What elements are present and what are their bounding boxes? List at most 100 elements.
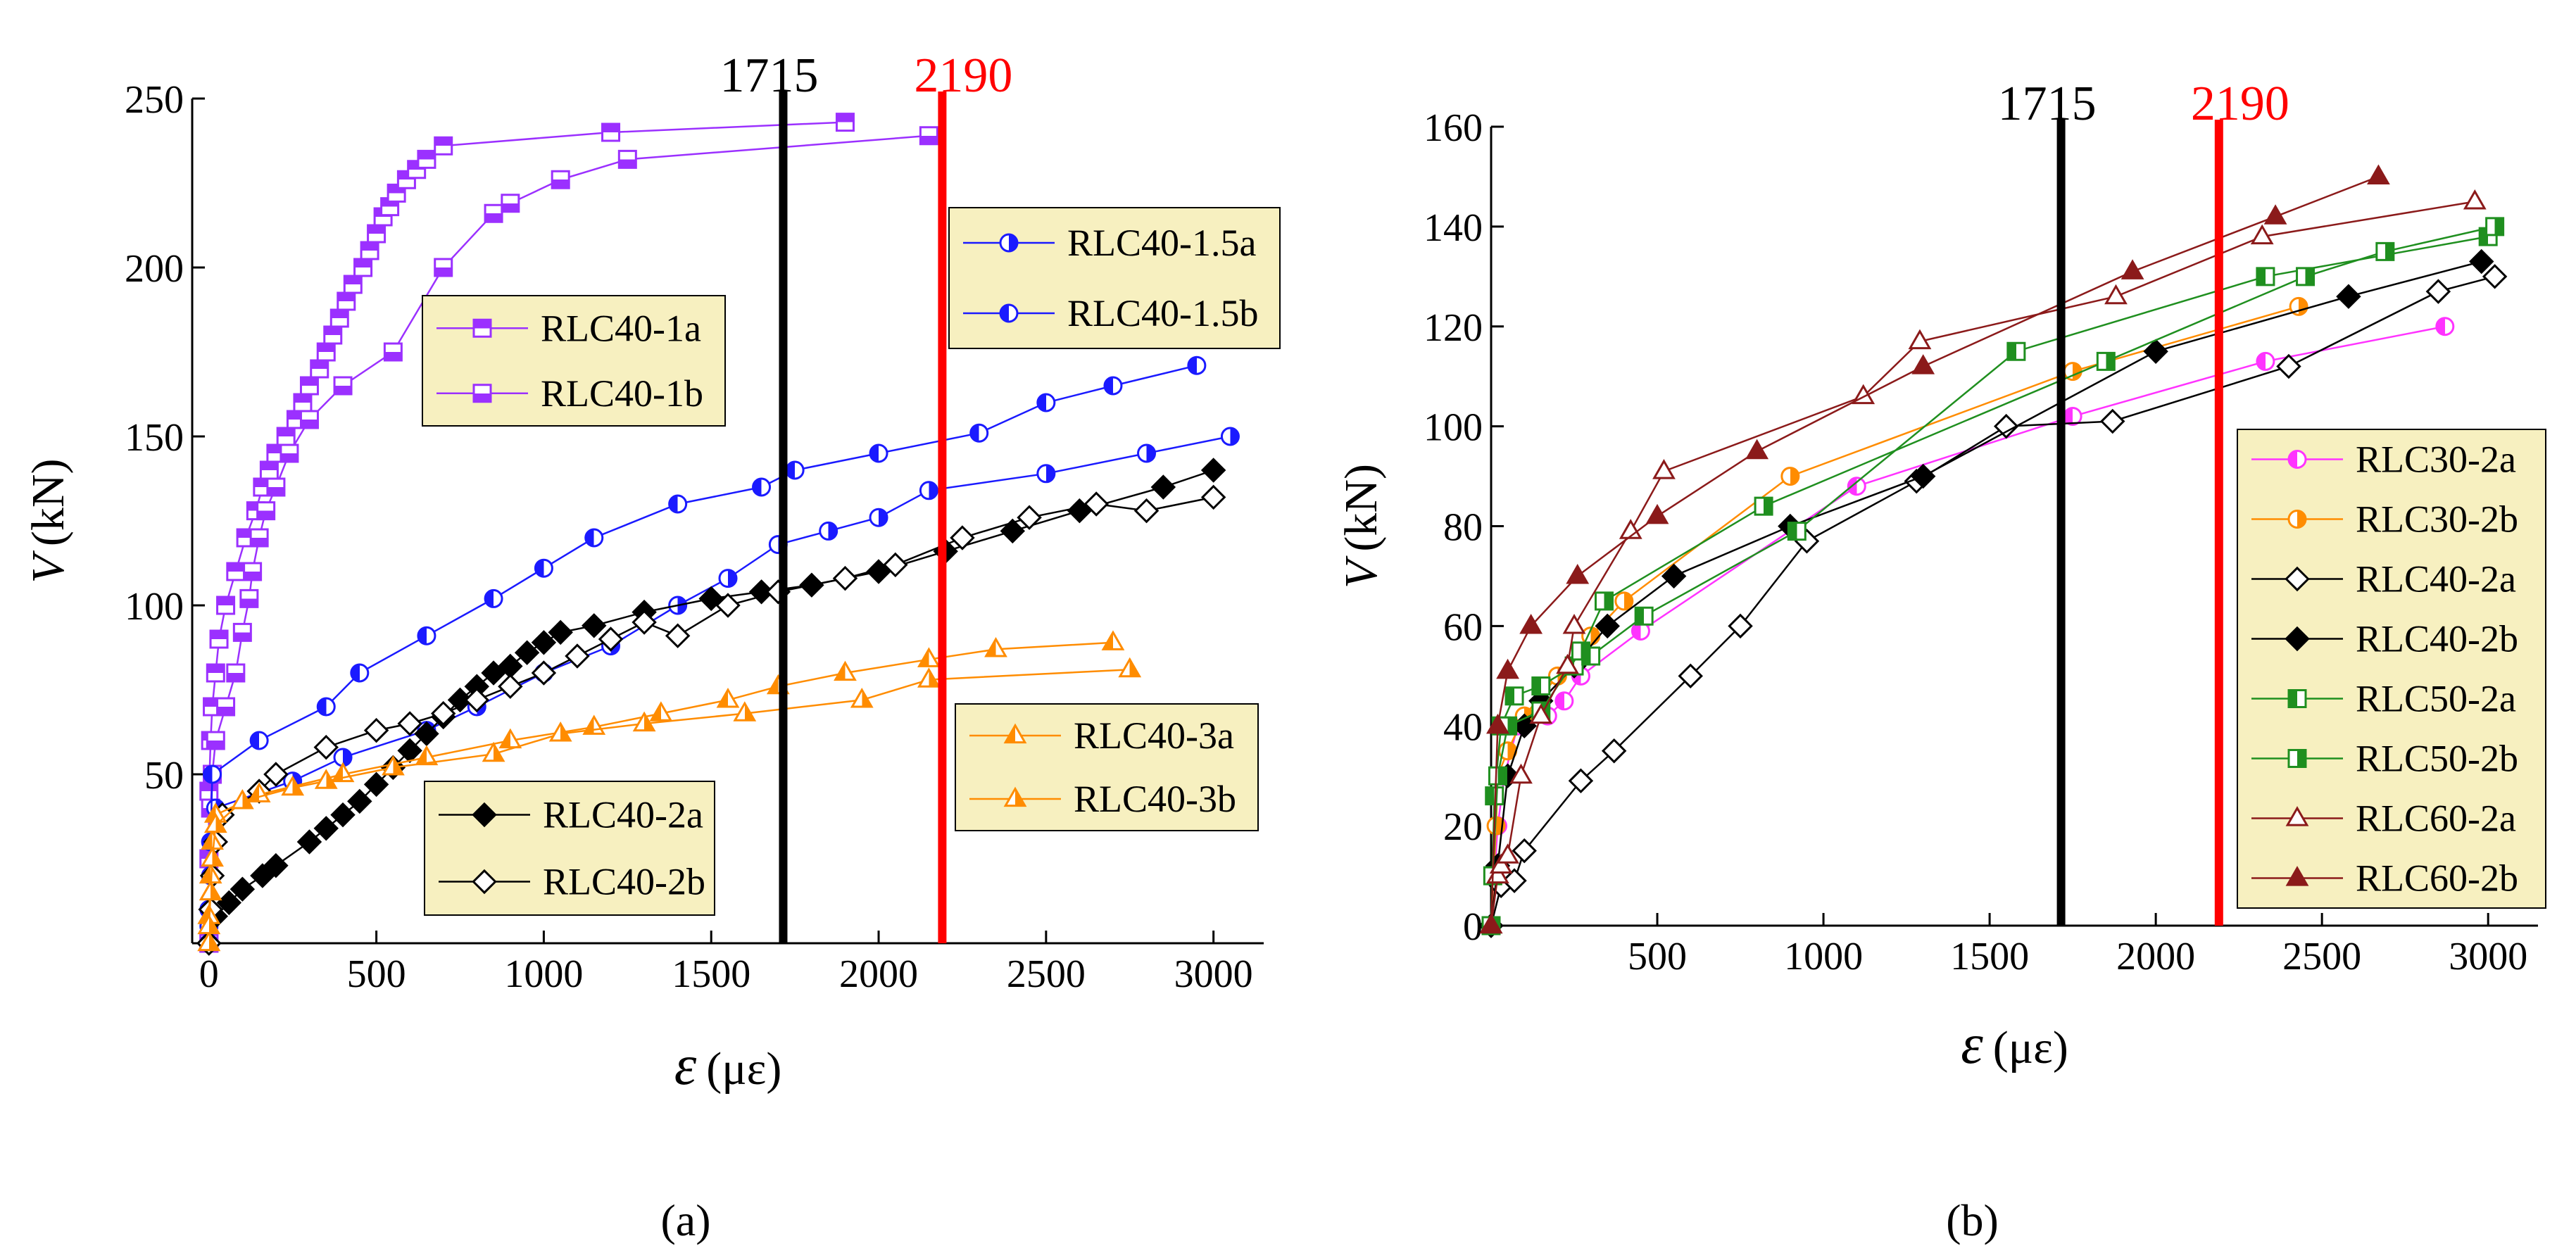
legend-label: RLC50-2b: [2356, 738, 2518, 780]
data-point: [1017, 505, 1042, 530]
data-point: [1652, 459, 1676, 479]
data-point: [417, 626, 436, 645]
data-point: [1562, 613, 1586, 634]
data-point: [313, 734, 339, 760]
x-tick-label: 2500: [2282, 935, 2361, 978]
legend-box: RLC40-3a RLC40-3b: [955, 703, 1259, 831]
data-point: [363, 717, 389, 743]
data-point: [1220, 427, 1240, 446]
data-point: [201, 846, 224, 867]
chart-panel-b: 500 1000 1500 2000 2500 3000 0 20 40 60 80 100 120 14…: [1336, 77, 2546, 1245]
data-point: [323, 325, 343, 345]
data-point: [353, 258, 373, 277]
legend-box: RLC40-1.5a RLC40-1.5b: [948, 207, 1281, 349]
data-point: [263, 852, 289, 878]
data-point: [1083, 491, 1109, 517]
data-point: [2100, 408, 2125, 434]
legend-background: [2237, 429, 2546, 909]
series-RLC40-1.5b: [199, 355, 1207, 953]
data-point: [2485, 217, 2505, 237]
data-point: [834, 660, 857, 681]
data-point: [501, 194, 520, 213]
data-point: [276, 427, 296, 446]
data-point: [514, 640, 540, 665]
y-tick-label: 140: [1424, 206, 1483, 250]
x-tick-label: 3000: [2449, 935, 2527, 978]
data-point: [2367, 164, 2390, 185]
data-point: [1137, 443, 1157, 463]
data-point: [1488, 766, 1507, 786]
data-point: [1496, 843, 1519, 864]
legend-background: [422, 295, 726, 427]
data-point: [363, 771, 389, 798]
data-point: [482, 741, 505, 762]
x-tick-label: 1000: [504, 952, 583, 996]
x-tick-label: 3000: [1174, 952, 1253, 996]
data-point: [2256, 267, 2275, 286]
data-point: [347, 788, 372, 814]
x-tick-label: 1500: [1950, 935, 2029, 978]
data-point: [343, 275, 363, 294]
data-point: [2006, 341, 2026, 361]
y-axis-symbol: V: [23, 550, 74, 583]
data-point: [601, 122, 621, 142]
data-point: [733, 701, 757, 722]
x-axis-unit: (με): [706, 1043, 781, 1095]
data-point: [2469, 248, 2494, 275]
data-point: [984, 636, 1007, 657]
data-point: [752, 477, 772, 497]
x-tick-label: 1500: [672, 952, 750, 996]
data-point: [259, 460, 279, 480]
x-tick-label: 1000: [1784, 935, 1863, 978]
x-tick-label: 0: [199, 952, 219, 996]
data-point: [1502, 868, 1527, 893]
legend-marker: [472, 869, 497, 895]
data-point: [2289, 296, 2308, 316]
reference-label-2190: 2190: [914, 49, 1012, 103]
data-point: [2250, 224, 2274, 245]
panel-label: (b): [1946, 1195, 1999, 1245]
legend-background: [948, 207, 1281, 349]
data-point: [206, 663, 225, 683]
data-point: [249, 731, 269, 750]
legend-marker: [472, 384, 492, 403]
data-point: [883, 552, 908, 578]
data-point: [197, 914, 221, 935]
legend-label: RLC50-2a: [2356, 678, 2516, 720]
data-point: [1728, 613, 1753, 639]
data-point: [333, 376, 353, 396]
data-point: [350, 663, 370, 683]
data-point: [919, 481, 938, 500]
data-point: [1595, 591, 1614, 611]
y-tick-label: 160: [1424, 106, 1483, 150]
data-point: [266, 477, 286, 497]
data-point: [299, 376, 319, 396]
data-point: [1908, 329, 1932, 350]
data-point: [2375, 241, 2395, 261]
data-point: [230, 788, 254, 809]
data-point: [414, 721, 439, 747]
data-point: [632, 711, 656, 732]
x-axis-symbol: ε: [1961, 1014, 1983, 1076]
data-point: [1634, 606, 1654, 626]
y-tick-label: 40: [1443, 705, 1483, 749]
data-point: [2435, 317, 2455, 336]
data-point: [1036, 393, 1056, 412]
data-point: [665, 623, 691, 648]
data-point: [1661, 563, 1687, 589]
legend-label: RLC40-1b: [541, 372, 703, 415]
y-tick-label: 120: [1424, 306, 1483, 350]
series-line: [208, 668, 1130, 943]
data-point: [698, 586, 724, 612]
data-point: [498, 674, 523, 699]
data-point: [1489, 853, 1513, 874]
data-point: [199, 781, 219, 801]
data-point: [397, 711, 422, 736]
data-point: [1787, 522, 1807, 541]
data-point: [1067, 498, 1093, 524]
data-point: [1512, 838, 1537, 864]
legend-label: RLC40-2b: [2356, 618, 2518, 660]
data-point: [243, 562, 263, 581]
data-point: [1678, 663, 1703, 689]
